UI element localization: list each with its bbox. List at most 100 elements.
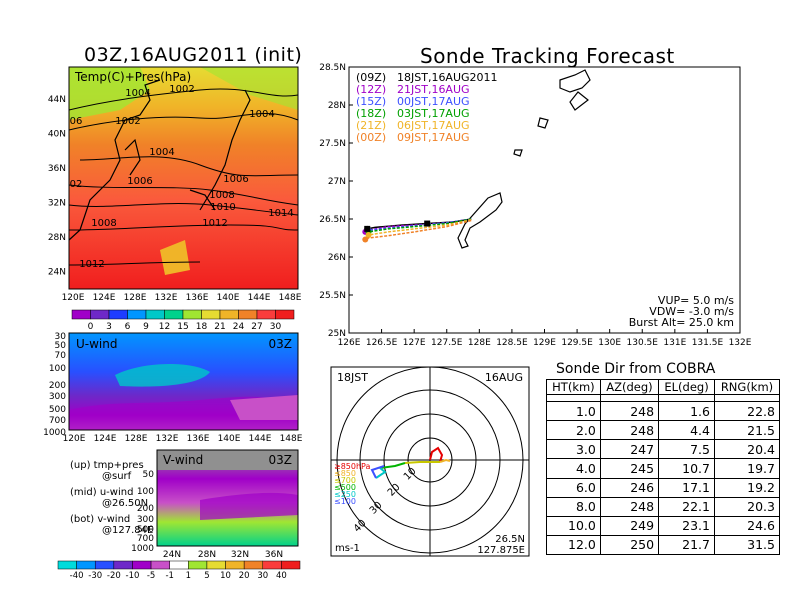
v-y-tick: 50 bbox=[143, 470, 155, 480]
track-x-tick: 128.5E bbox=[496, 338, 528, 348]
polar-time: 18JST bbox=[337, 371, 368, 384]
table-cell: 21.7 bbox=[658, 534, 715, 556]
spacer-cell bbox=[546, 394, 601, 402]
track-y-tick: 27.5N bbox=[319, 139, 346, 149]
table-row: 4.0 245 10.7 19.7 bbox=[546, 458, 781, 479]
legend-code: (18Z) bbox=[356, 107, 386, 120]
colorbar-label: 1 bbox=[186, 571, 191, 581]
v-wind-label: V-wind bbox=[163, 453, 203, 467]
isobar-label: 1004 bbox=[149, 147, 174, 158]
track-endpoint bbox=[365, 231, 372, 238]
table-row: 10.0 249 23.1 24.6 bbox=[546, 515, 781, 536]
track-line bbox=[368, 219, 472, 236]
table-cell: 12.0 bbox=[546, 534, 601, 556]
table-cell: 248 bbox=[599, 400, 660, 422]
table-cell: 22.1 bbox=[658, 496, 715, 517]
legend-time: 03JST,17AUG bbox=[397, 107, 470, 120]
colorbar-label: 6 bbox=[125, 322, 131, 332]
u-y-tick: 50 bbox=[55, 341, 67, 351]
table-cell: 6.0 bbox=[546, 477, 601, 498]
u-wind-label: U-wind bbox=[76, 337, 117, 351]
track-x-tick: 126E bbox=[338, 338, 361, 348]
u-x-tick: 120E bbox=[63, 434, 86, 444]
colorbar-label: 0 bbox=[88, 322, 94, 332]
u-wind-time: 03Z bbox=[269, 337, 293, 351]
isobar-label: 1014 bbox=[268, 208, 293, 219]
table-cell: 10.0 bbox=[546, 515, 601, 536]
colorbar-label: 10 bbox=[220, 571, 231, 581]
track-y-tick: 26.5N bbox=[319, 215, 346, 225]
table-cell: 19.2 bbox=[713, 477, 781, 498]
isobar-label: 1010 bbox=[210, 202, 235, 213]
u-y-tick: 500 bbox=[49, 405, 66, 415]
legend-time: 00JST,17AUG bbox=[397, 95, 470, 108]
spacer-cell bbox=[658, 394, 715, 402]
table-cell: 1.0 bbox=[546, 400, 601, 422]
level-label: ≤250 bbox=[334, 490, 356, 499]
track-y-tick: 26N bbox=[328, 253, 346, 263]
isobar-label: 1008 bbox=[209, 190, 234, 201]
u-y-tick: 30 bbox=[55, 332, 67, 342]
map-y-tick: 24N bbox=[48, 268, 66, 278]
v-wind-time: 03Z bbox=[269, 453, 293, 467]
track-param: VDW= -3.0 m/s bbox=[649, 305, 734, 318]
table-cell: 10.7 bbox=[658, 458, 715, 479]
note-line: (mid) u-wind bbox=[70, 487, 133, 498]
polar-lon: 127.875E bbox=[477, 545, 525, 556]
table-cell: 8.0 bbox=[546, 496, 601, 517]
track-x-tick: 130E bbox=[598, 338, 621, 348]
ring-label: 10 bbox=[402, 466, 419, 483]
polar-date: 16AUG bbox=[485, 371, 523, 384]
u-y-tick: 70 bbox=[55, 351, 67, 361]
spacer-cell bbox=[599, 394, 660, 402]
u-x-tick: 140E bbox=[218, 434, 241, 444]
track-y-tick: 25N bbox=[328, 329, 346, 339]
table-cell: 247 bbox=[599, 439, 660, 460]
colorbar-label: 15 bbox=[177, 322, 188, 332]
table-cell: 22.8 bbox=[713, 400, 781, 422]
track-line bbox=[368, 218, 472, 233]
map-y-tick: 44N bbox=[48, 95, 66, 105]
u-y-tick: 700 bbox=[49, 416, 66, 426]
track-x-tick: 131.5E bbox=[692, 338, 724, 348]
colorbar-label: 5 bbox=[204, 571, 209, 581]
table-cell: 20.3 bbox=[713, 496, 781, 517]
table-row: 3.0 247 7.5 20.4 bbox=[546, 439, 781, 460]
u-x-tick: 124E bbox=[94, 434, 117, 444]
polar-lat: 26.5N bbox=[495, 534, 525, 545]
track-x-tick: 129E bbox=[533, 338, 556, 348]
level-label: ≤700 bbox=[334, 476, 356, 485]
v-x-tick: 24N bbox=[163, 550, 181, 560]
map-x-tick: 132E bbox=[155, 293, 178, 303]
u-y-tick: 300 bbox=[49, 392, 66, 402]
isobar-label: 1002 bbox=[115, 116, 140, 127]
temperature-colorbar: 0 3 6 9 12 15 18 21 24 27 30 bbox=[71, 309, 295, 332]
table-row: 8.0 248 22.1 20.3 bbox=[546, 496, 781, 517]
track-marker bbox=[364, 225, 371, 232]
map-y-tick: 36N bbox=[48, 164, 66, 174]
table-row: 12.0 250 21.7 31.5 bbox=[546, 534, 781, 556]
map-x-tick: 144E bbox=[248, 293, 271, 303]
u-x-tick: 136E bbox=[187, 434, 210, 444]
map-x-tick: 140E bbox=[217, 293, 240, 303]
colorbar-swatch bbox=[275, 309, 295, 320]
track-x-tick: 127.5E bbox=[431, 338, 463, 348]
isobar-label: 1012 bbox=[202, 218, 227, 229]
table-cell: 4.0 bbox=[546, 458, 601, 479]
isobar-label: 1004 bbox=[249, 109, 274, 120]
table-cell: 248 bbox=[599, 496, 660, 517]
table-cell: 7.5 bbox=[658, 439, 715, 460]
note-line: (up) tmp+pres bbox=[70, 460, 144, 471]
v-x-tick: 32N bbox=[231, 550, 249, 560]
spacer-cell bbox=[713, 394, 781, 402]
track-title: Sonde Tracking Forecast bbox=[420, 44, 675, 68]
col-header: RNG(km) bbox=[713, 379, 781, 395]
track-y-tick: 28.5N bbox=[319, 63, 346, 73]
table-cell: 24.6 bbox=[713, 515, 781, 536]
track-x-tick: 129.5E bbox=[561, 338, 593, 348]
legend-code: (12Z) bbox=[356, 83, 386, 96]
table-cell: 20.4 bbox=[713, 439, 781, 460]
map-x-tick: 148E bbox=[279, 293, 302, 303]
colorbar-label: 9 bbox=[143, 322, 149, 332]
